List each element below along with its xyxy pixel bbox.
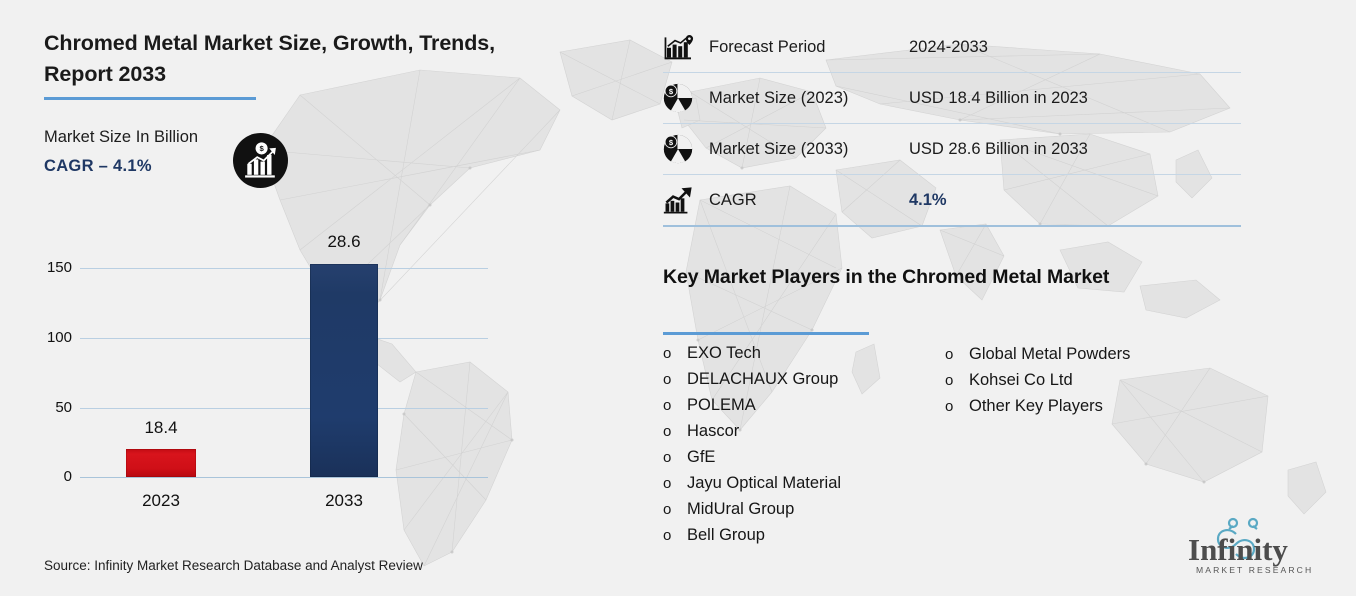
key-players-lists: o EXO Tech o DELACHAUX Group o POLEMA o Hasc…	[663, 345, 1263, 553]
list-item: o GfE	[663, 449, 945, 466]
info-label: Forecast Period	[709, 37, 826, 56]
list-bullet: o	[663, 527, 672, 544]
list-bullet: o	[663, 449, 672, 466]
growth-arrow-icon	[663, 186, 709, 214]
page-title: Chromed Metal Market Size, Growth, Trend…	[44, 31, 495, 86]
forecast-bar-chart-pin-icon	[663, 33, 709, 61]
list-item: o POLEMA	[663, 397, 945, 414]
logo-tagline: MARKET RESEARCH	[1196, 565, 1313, 575]
info-row-forecast-period: Forecast Period 2024-2033	[663, 22, 1241, 73]
list-item-label: MidUral Group	[687, 500, 795, 518]
list-item: o EXO Tech	[663, 345, 945, 362]
gridline-100	[80, 338, 488, 339]
y-tick-label: 0	[63, 468, 72, 485]
list-item: o Bell Group	[663, 527, 945, 544]
gridline-50	[80, 408, 488, 409]
axis-baseline	[80, 477, 488, 478]
list-item-label: Jayu Optical Material	[687, 474, 842, 492]
list-item-label: POLEMA	[687, 396, 756, 414]
bar-value-2023: 18.4	[144, 418, 178, 437]
list-item: o Other Key Players	[945, 398, 1130, 415]
bar-2033	[310, 264, 378, 477]
info-row-market-size-2033: $ Market Size (2033) USD 28.6 Billion in…	[663, 124, 1241, 175]
list-item-label: GfE	[687, 448, 716, 466]
pie-chart-dollar-icon: $	[663, 134, 709, 164]
key-players-heading: Key Market Players in the Chromed Metal …	[663, 266, 1110, 288]
svg-text:$: $	[669, 138, 674, 147]
chart-subtitle: Market Size In Billion	[44, 128, 199, 146]
bar-2023	[126, 449, 196, 477]
key-players-underline	[663, 332, 869, 335]
growth-chart-dollar-icon: $	[233, 133, 288, 188]
y-tick-label: 100	[46, 329, 72, 346]
list-item-label: EXO Tech	[687, 344, 761, 362]
y-tick-label: 150	[46, 259, 72, 276]
bar-value-2033: 28.6	[327, 232, 361, 251]
list-item: o Jayu Optical Material	[663, 475, 945, 492]
list-bullet: o	[945, 372, 954, 389]
info-value: USD 28.6 Billion in 2033	[909, 139, 1088, 158]
infinity-market-research-logo: Infinity MARKET RESEARCH	[1188, 517, 1313, 575]
list-item-label: Other Key Players	[969, 397, 1103, 415]
list-bullet: o	[945, 398, 954, 415]
list-bullet: o	[663, 345, 672, 362]
list-item-label: Hascor	[687, 422, 740, 440]
summary-info-table: Forecast Period 2024-2033 $ Market Size …	[663, 22, 1241, 227]
list-bullet: o	[663, 423, 672, 440]
info-row-cagr: CAGR 4.1%	[663, 175, 1241, 227]
x-tick-label-2033: 2033	[325, 491, 363, 510]
y-tick-label: 50	[55, 399, 72, 416]
list-item-label: Kohsei Co Ltd	[969, 371, 1073, 389]
list-bullet: o	[663, 475, 672, 492]
pie-chart-dollar-icon: $	[663, 83, 709, 113]
cagr-headline: CAGR – 4.1%	[44, 157, 152, 175]
x-tick-label-2023: 2023	[142, 491, 180, 510]
list-item: o Kohsei Co Ltd	[945, 372, 1130, 389]
svg-text:Infinity: Infinity	[1188, 532, 1288, 567]
list-item-label: DELACHAUX Group	[687, 370, 839, 388]
list-item: o MidUral Group	[663, 501, 945, 518]
list-item-label: Bell Group	[687, 526, 765, 544]
info-label: Market Size (2033)	[709, 139, 849, 158]
title-underline	[44, 97, 256, 100]
list-bullet: o	[663, 397, 672, 414]
list-item: o DELACHAUX Group	[663, 371, 945, 388]
list-bullet: o	[663, 371, 672, 388]
list-item: o Hascor	[663, 423, 945, 440]
market-size-bar-chart: 150 100 50 0 18.4 28.6 2023 2033	[0, 0, 560, 540]
info-value: 2024-2033	[909, 37, 988, 56]
key-players-column-right: o Global Metal Powders o Kohsei Co Ltd o Ot…	[945, 345, 1130, 553]
list-item: o Global Metal Powders	[945, 346, 1130, 363]
source-note: Source: Infinity Market Research Databas…	[44, 558, 423, 573]
list-item-label: Global Metal Powders	[969, 345, 1131, 363]
key-players-column-left: o EXO Tech o DELACHAUX Group o POLEMA o Hasc…	[663, 345, 945, 553]
list-bullet: o	[663, 501, 672, 518]
info-label: CAGR	[709, 190, 757, 209]
info-value: USD 18.4 Billion in 2023	[909, 88, 1088, 107]
svg-text:$: $	[669, 87, 674, 96]
gridline-150	[80, 268, 488, 269]
info-label: Market Size (2023)	[709, 88, 849, 107]
info-row-market-size-2023: $ Market Size (2023) USD 18.4 Billion in…	[663, 73, 1241, 124]
list-bullet: o	[945, 346, 954, 363]
info-value: 4.1%	[909, 190, 947, 209]
svg-text:$: $	[259, 144, 264, 153]
